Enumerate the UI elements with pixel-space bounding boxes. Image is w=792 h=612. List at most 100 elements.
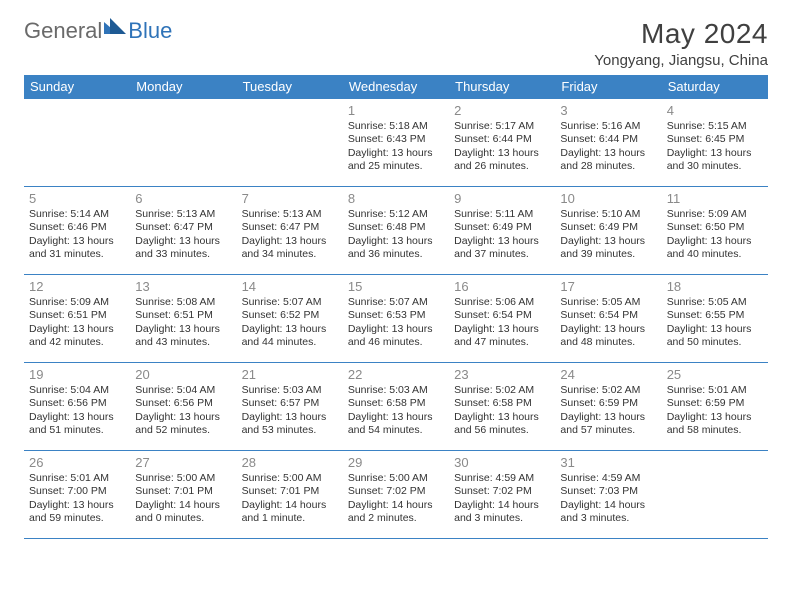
day-details: Sunrise: 5:18 AMSunset: 6:43 PMDaylight:… (348, 120, 444, 174)
day-number: 20 (135, 367, 231, 382)
day-number: 7 (242, 191, 338, 206)
day-number: 12 (29, 279, 125, 294)
day-details: Sunrise: 5:14 AMSunset: 6:46 PMDaylight:… (29, 208, 125, 262)
calendar-week-row: 1 Sunrise: 5:18 AMSunset: 6:43 PMDaylight… (24, 99, 768, 187)
day-details: Sunrise: 5:01 AMSunset: 6:59 PMDaylight:… (667, 384, 763, 438)
calendar-day-cell: 29 Sunrise: 5:00 AMSunset: 7:02 PMDayligh… (343, 451, 449, 539)
calendar-week-row: 26 Sunrise: 5:01 AMSunset: 7:00 PMDayligh… (24, 451, 768, 539)
calendar-day-cell: 15 Sunrise: 5:07 AMSunset: 6:53 PMDayligh… (343, 275, 449, 363)
day-details: Sunrise: 5:03 AMSunset: 6:57 PMDaylight:… (242, 384, 338, 438)
day-details: Sunrise: 5:17 AMSunset: 6:44 PMDaylight:… (454, 120, 550, 174)
calendar-day-cell: 20 Sunrise: 5:04 AMSunset: 6:56 PMDayligh… (130, 363, 236, 451)
calendar-day-cell: 10 Sunrise: 5:10 AMSunset: 6:49 PMDayligh… (555, 187, 661, 275)
day-details: Sunrise: 5:07 AMSunset: 6:53 PMDaylight:… (348, 296, 444, 350)
logo-triangle-icon (104, 14, 126, 40)
day-details: Sunrise: 5:05 AMSunset: 6:55 PMDaylight:… (667, 296, 763, 350)
weekday-header: Sunday (24, 75, 130, 99)
calendar-day-cell: 27Sunrise: 5:00 AMSunset: 7:01 PMDayligh… (130, 451, 236, 539)
calendar-day-cell: 6 Sunrise: 5:13 AMSunset: 6:47 PMDaylight… (130, 187, 236, 275)
calendar-day-cell: 16Sunrise: 5:06 AMSunset: 6:54 PMDayligh… (449, 275, 555, 363)
logo: General Blue (24, 18, 172, 44)
calendar-week-row: 5 Sunrise: 5:14 AMSunset: 6:46 PMDaylight… (24, 187, 768, 275)
weekday-header: Friday (555, 75, 661, 99)
day-number: 15 (348, 279, 444, 294)
day-details: Sunrise: 5:10 AMSunset: 6:49 PMDaylight:… (560, 208, 656, 262)
day-number: 10 (560, 191, 656, 206)
day-details: Sunrise: 4:59 AMSunset: 7:02 PMDaylight:… (454, 472, 550, 526)
calendar-day-cell: 17 Sunrise: 5:05 AMSunset: 6:54 PMDayligh… (555, 275, 661, 363)
day-details: Sunrise: 5:16 AMSunset: 6:44 PMDaylight:… (560, 120, 656, 174)
day-number: 25 (667, 367, 763, 382)
header: General Blue May 2024 Yongyang, Jiangsu,… (24, 18, 768, 69)
calendar-week-row: 19 Sunrise: 5:04 AMSunset: 6:56 PMDayligh… (24, 363, 768, 451)
calendar-day-cell: 13 Sunrise: 5:08 AMSunset: 6:51 PMDayligh… (130, 275, 236, 363)
weekday-header: Wednesday (343, 75, 449, 99)
day-number: 16 (454, 279, 550, 294)
day-details: Sunrise: 5:00 AMSunset: 7:02 PMDaylight:… (348, 472, 444, 526)
day-number: 17 (560, 279, 656, 294)
day-details: Sunrise: 5:09 AMSunset: 6:50 PMDaylight:… (667, 208, 763, 262)
weekday-header: Thursday (449, 75, 555, 99)
day-details: Sunrise: 5:04 AMSunset: 6:56 PMDaylight:… (29, 384, 125, 438)
day-number: 28 (242, 455, 338, 470)
day-number: 8 (348, 191, 444, 206)
day-number: 24 (560, 367, 656, 382)
day-details: Sunrise: 5:13 AMSunset: 6:47 PMDaylight:… (135, 208, 231, 262)
title-block: May 2024 Yongyang, Jiangsu, China (594, 18, 768, 69)
calendar-empty-cell (662, 451, 768, 539)
day-number: 30 (454, 455, 550, 470)
day-details: Sunrise: 5:02 AMSunset: 6:59 PMDaylight:… (560, 384, 656, 438)
day-number: 6 (135, 191, 231, 206)
day-number: 13 (135, 279, 231, 294)
calendar-page: General Blue May 2024 Yongyang, Jiangsu,… (0, 0, 792, 539)
day-number: 23 (454, 367, 550, 382)
day-number: 31 (560, 455, 656, 470)
logo-text-blue: Blue (128, 18, 172, 44)
day-details: Sunrise: 5:11 AMSunset: 6:49 PMDaylight:… (454, 208, 550, 262)
day-number: 21 (242, 367, 338, 382)
day-number: 27 (135, 455, 231, 470)
weekday-header: Tuesday (237, 75, 343, 99)
calendar-day-cell: 14 Sunrise: 5:07 AMSunset: 6:52 PMDayligh… (237, 275, 343, 363)
day-number: 5 (29, 191, 125, 206)
day-details: Sunrise: 5:01 AMSunset: 7:00 PMDaylight:… (29, 472, 125, 526)
weekday-header: Monday (130, 75, 236, 99)
calendar-day-cell: 9 Sunrise: 5:11 AMSunset: 6:49 PMDaylight… (449, 187, 555, 275)
day-number: 9 (454, 191, 550, 206)
day-number: 19 (29, 367, 125, 382)
day-details: Sunrise: 5:09 AMSunset: 6:51 PMDaylight:… (29, 296, 125, 350)
calendar-day-cell: 18Sunrise: 5:05 AMSunset: 6:55 PMDayligh… (662, 275, 768, 363)
calendar-day-cell: 8 Sunrise: 5:12 AMSunset: 6:48 PMDaylight… (343, 187, 449, 275)
calendar-day-cell: 19 Sunrise: 5:04 AMSunset: 6:56 PMDayligh… (24, 363, 130, 451)
month-title: May 2024 (594, 18, 768, 50)
calendar-day-cell: 5 Sunrise: 5:14 AMSunset: 6:46 PMDaylight… (24, 187, 130, 275)
calendar-day-cell: 7 Sunrise: 5:13 AMSunset: 6:47 PMDaylight… (237, 187, 343, 275)
day-details: Sunrise: 5:07 AMSunset: 6:52 PMDaylight:… (242, 296, 338, 350)
day-details: Sunrise: 5:12 AMSunset: 6:48 PMDaylight:… (348, 208, 444, 262)
day-number: 22 (348, 367, 444, 382)
calendar-week-row: 12 Sunrise: 5:09 AMSunset: 6:51 PMDayligh… (24, 275, 768, 363)
day-number: 2 (454, 103, 550, 118)
calendar-day-cell: 1 Sunrise: 5:18 AMSunset: 6:43 PMDaylight… (343, 99, 449, 187)
day-details: Sunrise: 5:05 AMSunset: 6:54 PMDaylight:… (560, 296, 656, 350)
day-number: 26 (29, 455, 125, 470)
calendar-day-cell: 12 Sunrise: 5:09 AMSunset: 6:51 PMDayligh… (24, 275, 130, 363)
calendar-day-cell: 22Sunrise: 5:03 AMSunset: 6:58 PMDayligh… (343, 363, 449, 451)
calendar-day-cell: 4Sunrise: 5:15 AMSunset: 6:45 PMDaylight… (662, 99, 768, 187)
day-details: Sunrise: 5:13 AMSunset: 6:47 PMDaylight:… (242, 208, 338, 262)
day-number: 1 (348, 103, 444, 118)
calendar-empty-cell (130, 99, 236, 187)
day-number: 14 (242, 279, 338, 294)
calendar-table: SundayMondayTuesdayWednesdayThursdayFrid… (24, 75, 768, 539)
day-details: Sunrise: 5:08 AMSunset: 6:51 PMDaylight:… (135, 296, 231, 350)
logo-text-general: General (24, 18, 102, 44)
day-number: 3 (560, 103, 656, 118)
location: Yongyang, Jiangsu, China (594, 52, 768, 69)
day-details: Sunrise: 5:04 AMSunset: 6:56 PMDaylight:… (135, 384, 231, 438)
calendar-day-cell: 30 Sunrise: 4:59 AMSunset: 7:02 PMDayligh… (449, 451, 555, 539)
day-number: 29 (348, 455, 444, 470)
calendar-day-cell: 23Sunrise: 5:02 AMSunset: 6:58 PMDayligh… (449, 363, 555, 451)
calendar-day-cell: 11Sunrise: 5:09 AMSunset: 6:50 PMDayligh… (662, 187, 768, 275)
calendar-day-cell: 24 Sunrise: 5:02 AMSunset: 6:59 PMDayligh… (555, 363, 661, 451)
calendar-header-row: SundayMondayTuesdayWednesdayThursdayFrid… (24, 75, 768, 99)
